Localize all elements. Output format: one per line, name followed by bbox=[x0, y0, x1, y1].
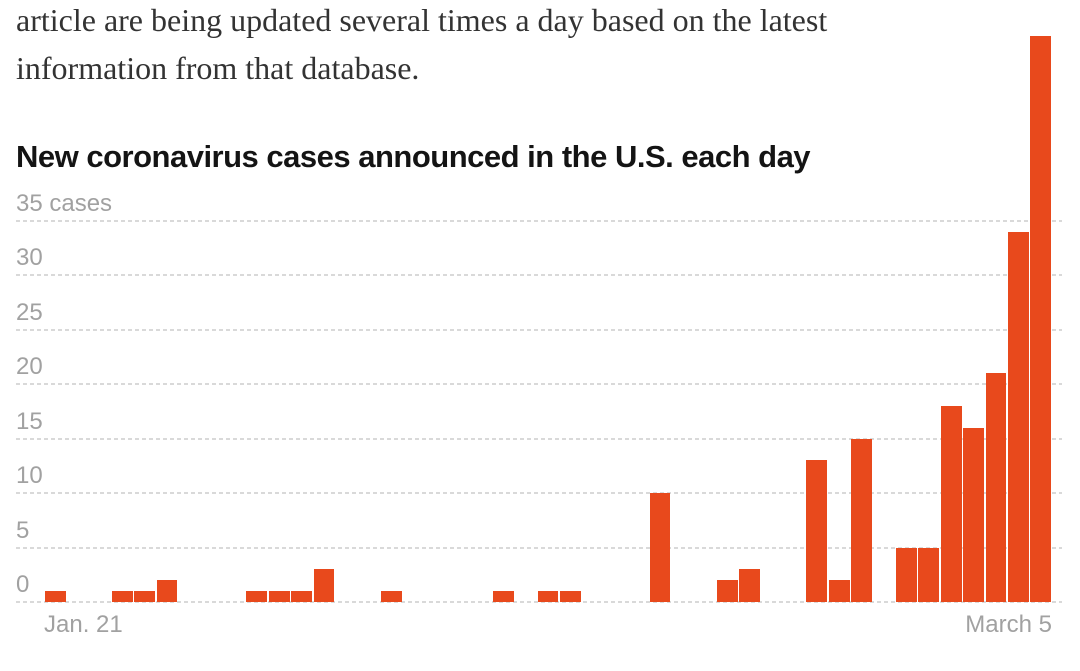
bar bbox=[739, 569, 760, 602]
bar bbox=[940, 406, 962, 602]
bar bbox=[918, 547, 940, 602]
bar bbox=[492, 591, 514, 602]
bar bbox=[806, 460, 828, 602]
bar bbox=[112, 591, 133, 602]
bar bbox=[851, 438, 872, 602]
bar bbox=[313, 569, 335, 602]
paragraph-line: article are being updated several times … bbox=[16, 2, 828, 38]
bar bbox=[716, 580, 738, 602]
y-tick-label: 10 bbox=[16, 462, 43, 490]
y-tick-label: 35 cases bbox=[16, 189, 113, 217]
gridline bbox=[16, 546, 1062, 549]
bar bbox=[246, 591, 268, 602]
bar bbox=[156, 580, 178, 602]
bar bbox=[985, 373, 1007, 602]
bar bbox=[291, 591, 312, 602]
y-tick-label: 0 bbox=[16, 571, 30, 598]
bar bbox=[1008, 231, 1029, 602]
bar bbox=[649, 493, 671, 602]
bar bbox=[828, 580, 850, 602]
gridline bbox=[16, 437, 1062, 440]
y-tick-label: 25 bbox=[16, 298, 43, 326]
bar bbox=[380, 591, 402, 602]
y-tick-label: 15 bbox=[16, 407, 43, 435]
bar bbox=[963, 427, 984, 602]
y-tick-label: 30 bbox=[16, 244, 43, 272]
bar bbox=[268, 591, 290, 602]
chart-title: New coronavirus cases announced in the U… bbox=[16, 139, 811, 174]
gridline bbox=[16, 383, 1062, 386]
bar bbox=[134, 591, 156, 602]
gridline bbox=[16, 219, 1062, 222]
y-tick-label: 20 bbox=[16, 353, 43, 381]
bar bbox=[44, 591, 66, 602]
gridline bbox=[16, 601, 1062, 603]
gridline bbox=[16, 274, 1062, 277]
article-paragraph: article are being updated several times … bbox=[16, 0, 827, 92]
bar bbox=[1030, 35, 1052, 602]
x-axis-start-label: Jan. 21 bbox=[44, 611, 123, 638]
bar bbox=[560, 591, 581, 602]
bar bbox=[537, 591, 559, 602]
paragraph-line: information from that database. bbox=[16, 50, 420, 86]
x-axis-end-label: March 5 bbox=[965, 611, 1052, 638]
y-tick-label: 5 bbox=[16, 516, 30, 544]
gridline bbox=[16, 492, 1062, 495]
gridline bbox=[16, 328, 1062, 331]
bar bbox=[896, 547, 917, 602]
